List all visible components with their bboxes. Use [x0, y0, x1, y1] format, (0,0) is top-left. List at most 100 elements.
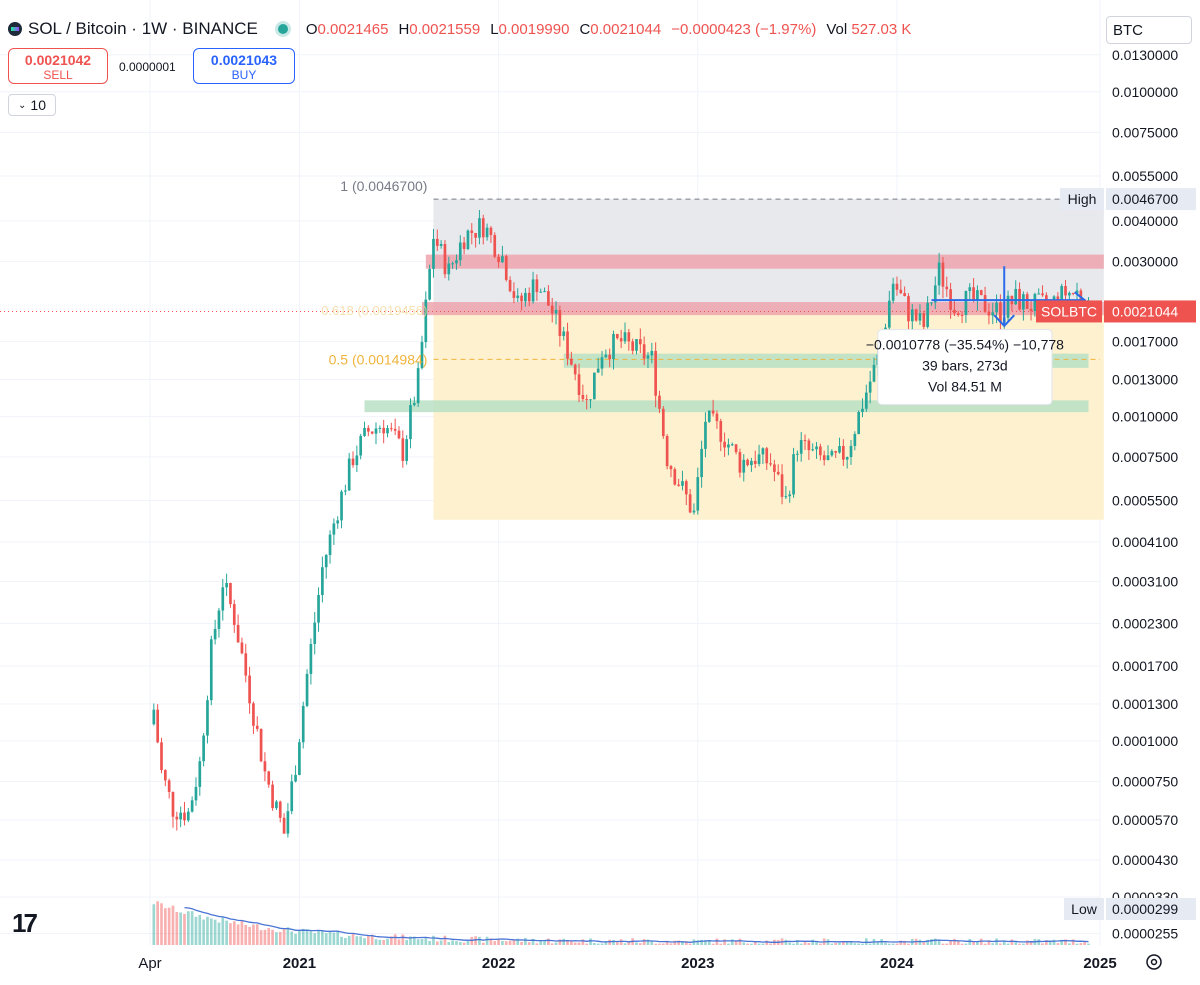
candle — [661, 408, 665, 437]
volume-bar — [290, 931, 294, 945]
candle — [895, 283, 899, 290]
volume-bar — [581, 939, 585, 945]
volume-bar — [543, 940, 546, 945]
candle — [344, 490, 347, 492]
indicator-toggle[interactable]: ⌄ 10 — [8, 94, 56, 116]
candle — [160, 742, 163, 771]
sell-button[interactable]: 0.0021042 SELL — [8, 48, 108, 84]
volume-bar — [179, 912, 182, 945]
candle — [864, 392, 868, 409]
candle — [267, 771, 271, 785]
candle — [596, 368, 600, 373]
gear-icon[interactable] — [1144, 952, 1164, 972]
volume-bar — [474, 936, 477, 945]
volume-bar — [1056, 943, 1060, 945]
volume-bar — [926, 939, 929, 945]
volume-bar — [665, 941, 669, 945]
candle — [834, 451, 838, 453]
candle — [1022, 294, 1025, 310]
volume-bar — [202, 919, 205, 945]
candle — [956, 313, 960, 315]
currency-select[interactable]: BTC — [1106, 16, 1192, 44]
volume-bar — [891, 943, 895, 945]
volume-bar — [163, 908, 167, 945]
volume-bar — [612, 939, 615, 945]
volume-bar — [730, 939, 734, 945]
volume-bar — [700, 939, 703, 945]
volume-bar — [550, 943, 554, 945]
volume-bar — [252, 924, 255, 945]
candle — [991, 312, 995, 316]
candle — [294, 774, 297, 782]
volume-bar — [524, 937, 527, 945]
candle — [443, 243, 447, 275]
volume-bar — [684, 941, 688, 945]
candle — [960, 314, 964, 316]
volume-bar — [497, 939, 500, 945]
resistance-band — [425, 254, 1104, 269]
candle — [796, 453, 799, 455]
candle — [715, 413, 719, 422]
candle — [1068, 292, 1071, 296]
measure-tooltip: −0.0010778 (−35.54%) −10,778 39 bars, 273… — [866, 329, 1064, 406]
candle — [156, 709, 160, 743]
volume-bar — [949, 940, 952, 945]
y-tick-label: 0.0130000 — [1112, 47, 1178, 63]
candle — [799, 440, 803, 454]
candle — [619, 338, 623, 342]
candle — [321, 567, 324, 596]
candle — [332, 523, 336, 535]
tradingview-logo-icon[interactable]: 17 — [12, 908, 38, 938]
sol-logo-icon — [8, 22, 22, 36]
volume-bar — [1071, 939, 1075, 945]
candle — [562, 331, 566, 337]
volume-bar — [803, 942, 807, 945]
volume-bar — [711, 943, 715, 945]
x-tick-label: 2025 — [1083, 955, 1116, 972]
candle — [336, 520, 340, 524]
volume-bar — [573, 942, 577, 945]
candle — [658, 395, 661, 409]
y-axis: 0.0130000 0.0100000 0.0075000 0.0055000 0.00… — [1112, 47, 1178, 942]
volume-bar — [294, 933, 297, 945]
volume-bar — [374, 939, 378, 945]
y-tick-label: 0.0005500 — [1112, 493, 1178, 509]
volume-bar — [615, 942, 619, 945]
volume-bar — [838, 942, 841, 945]
candle — [849, 445, 853, 458]
candle — [600, 357, 604, 369]
candle — [202, 735, 205, 762]
volume-bar — [619, 939, 623, 945]
candle — [983, 295, 987, 312]
volume-bar — [217, 922, 221, 945]
volume-bars — [152, 901, 1090, 945]
volume-bar — [976, 941, 979, 945]
candle — [1029, 308, 1033, 312]
candle — [792, 454, 795, 495]
volume-bar — [788, 942, 792, 945]
buy-button[interactable]: 0.0021043 BUY — [193, 48, 295, 84]
y-tick-label: 0.0000430 — [1112, 852, 1178, 868]
volume-bar — [305, 929, 309, 945]
candle — [654, 350, 657, 396]
candle — [278, 801, 282, 818]
volume-bar — [401, 934, 405, 945]
volume-bar — [868, 943, 872, 945]
volume-bar — [244, 924, 248, 945]
volume-bar — [405, 940, 408, 945]
candle — [627, 332, 631, 342]
candle — [665, 436, 669, 467]
volume-bar — [466, 940, 470, 945]
spread-value: 0.0000001 — [119, 60, 176, 74]
candle — [248, 675, 251, 704]
candle — [999, 302, 1002, 323]
candle — [753, 460, 757, 464]
volume-bar — [435, 941, 439, 945]
volume-bar — [887, 943, 891, 945]
candle — [742, 459, 746, 473]
candle — [298, 742, 301, 775]
symbol-title[interactable]: SOL / Bitcoin · 1W · BINANCE — [28, 19, 258, 38]
candle — [677, 484, 680, 486]
volume-bar — [236, 924, 240, 945]
